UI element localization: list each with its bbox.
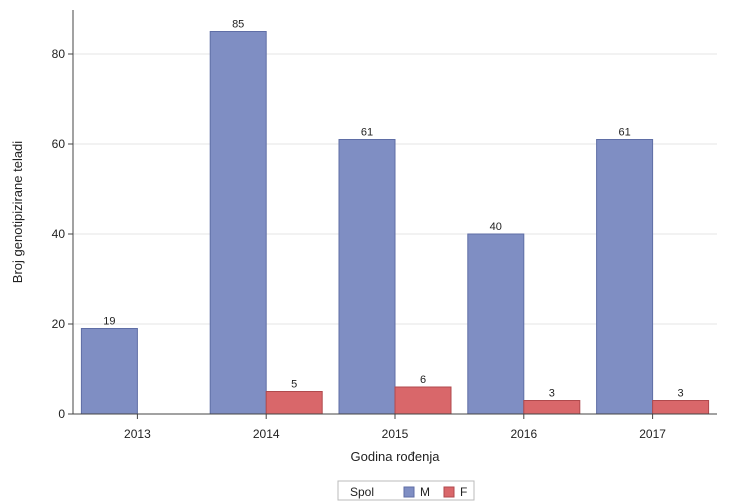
legend: Spol M F [337,480,475,501]
bar-m-2017 [596,139,654,415]
bars [80,31,710,415]
legend-swatch-f [443,486,455,498]
x-tick-label-2014: 2014 [253,427,280,441]
bar-m-2016 [467,233,525,415]
y-tick-label-20: 20 [52,317,66,331]
x-tick-label-2016: 2016 [510,427,537,441]
legend-label-f: F [460,485,467,499]
y-tick-label-40: 40 [52,227,66,241]
data-label-f-2016: 3 [549,388,555,400]
legend-swatch-m [403,486,415,498]
bar-f-2016 [523,400,581,415]
y-tick-label-60: 60 [52,137,66,151]
data-labels: 19 85 5 61 6 40 3 61 3 [103,19,683,400]
data-label-m-2016: 40 [490,221,502,233]
y-tick-label-0: 0 [58,407,65,421]
bar-m-2013 [80,328,138,415]
data-label-m-2014: 85 [232,19,244,31]
bar-f-2015 [394,386,452,415]
bar-f-2017 [652,400,710,415]
bar-m-2015 [338,139,396,415]
x-axis-title: Godina rođenja [351,449,441,464]
bar-f-2014 [265,391,323,415]
bar-m-2014 [209,31,267,415]
legend-label-m: M [420,485,430,499]
x-tick-label-2017: 2017 [639,427,666,441]
data-label-f-2015: 6 [420,374,426,386]
y-axis-title: Broj genotipizirane teladi [10,141,25,283]
data-label-f-2017: 3 [678,388,684,400]
legend-box [337,480,475,501]
x-tick-label-2013: 2013 [124,427,151,441]
y-ticks: 0 20 40 60 80 [52,47,73,421]
data-label-m-2017: 61 [618,127,630,139]
x-tick-label-2015: 2015 [382,427,409,441]
legend-title: Spol [350,485,374,499]
y-tick-label-80: 80 [52,47,66,61]
data-label-m-2013: 19 [103,316,115,328]
data-label-m-2015: 61 [361,127,373,139]
x-ticks: 2013 2014 2015 2016 2017 [124,414,666,441]
data-label-f-2014: 5 [291,379,297,391]
